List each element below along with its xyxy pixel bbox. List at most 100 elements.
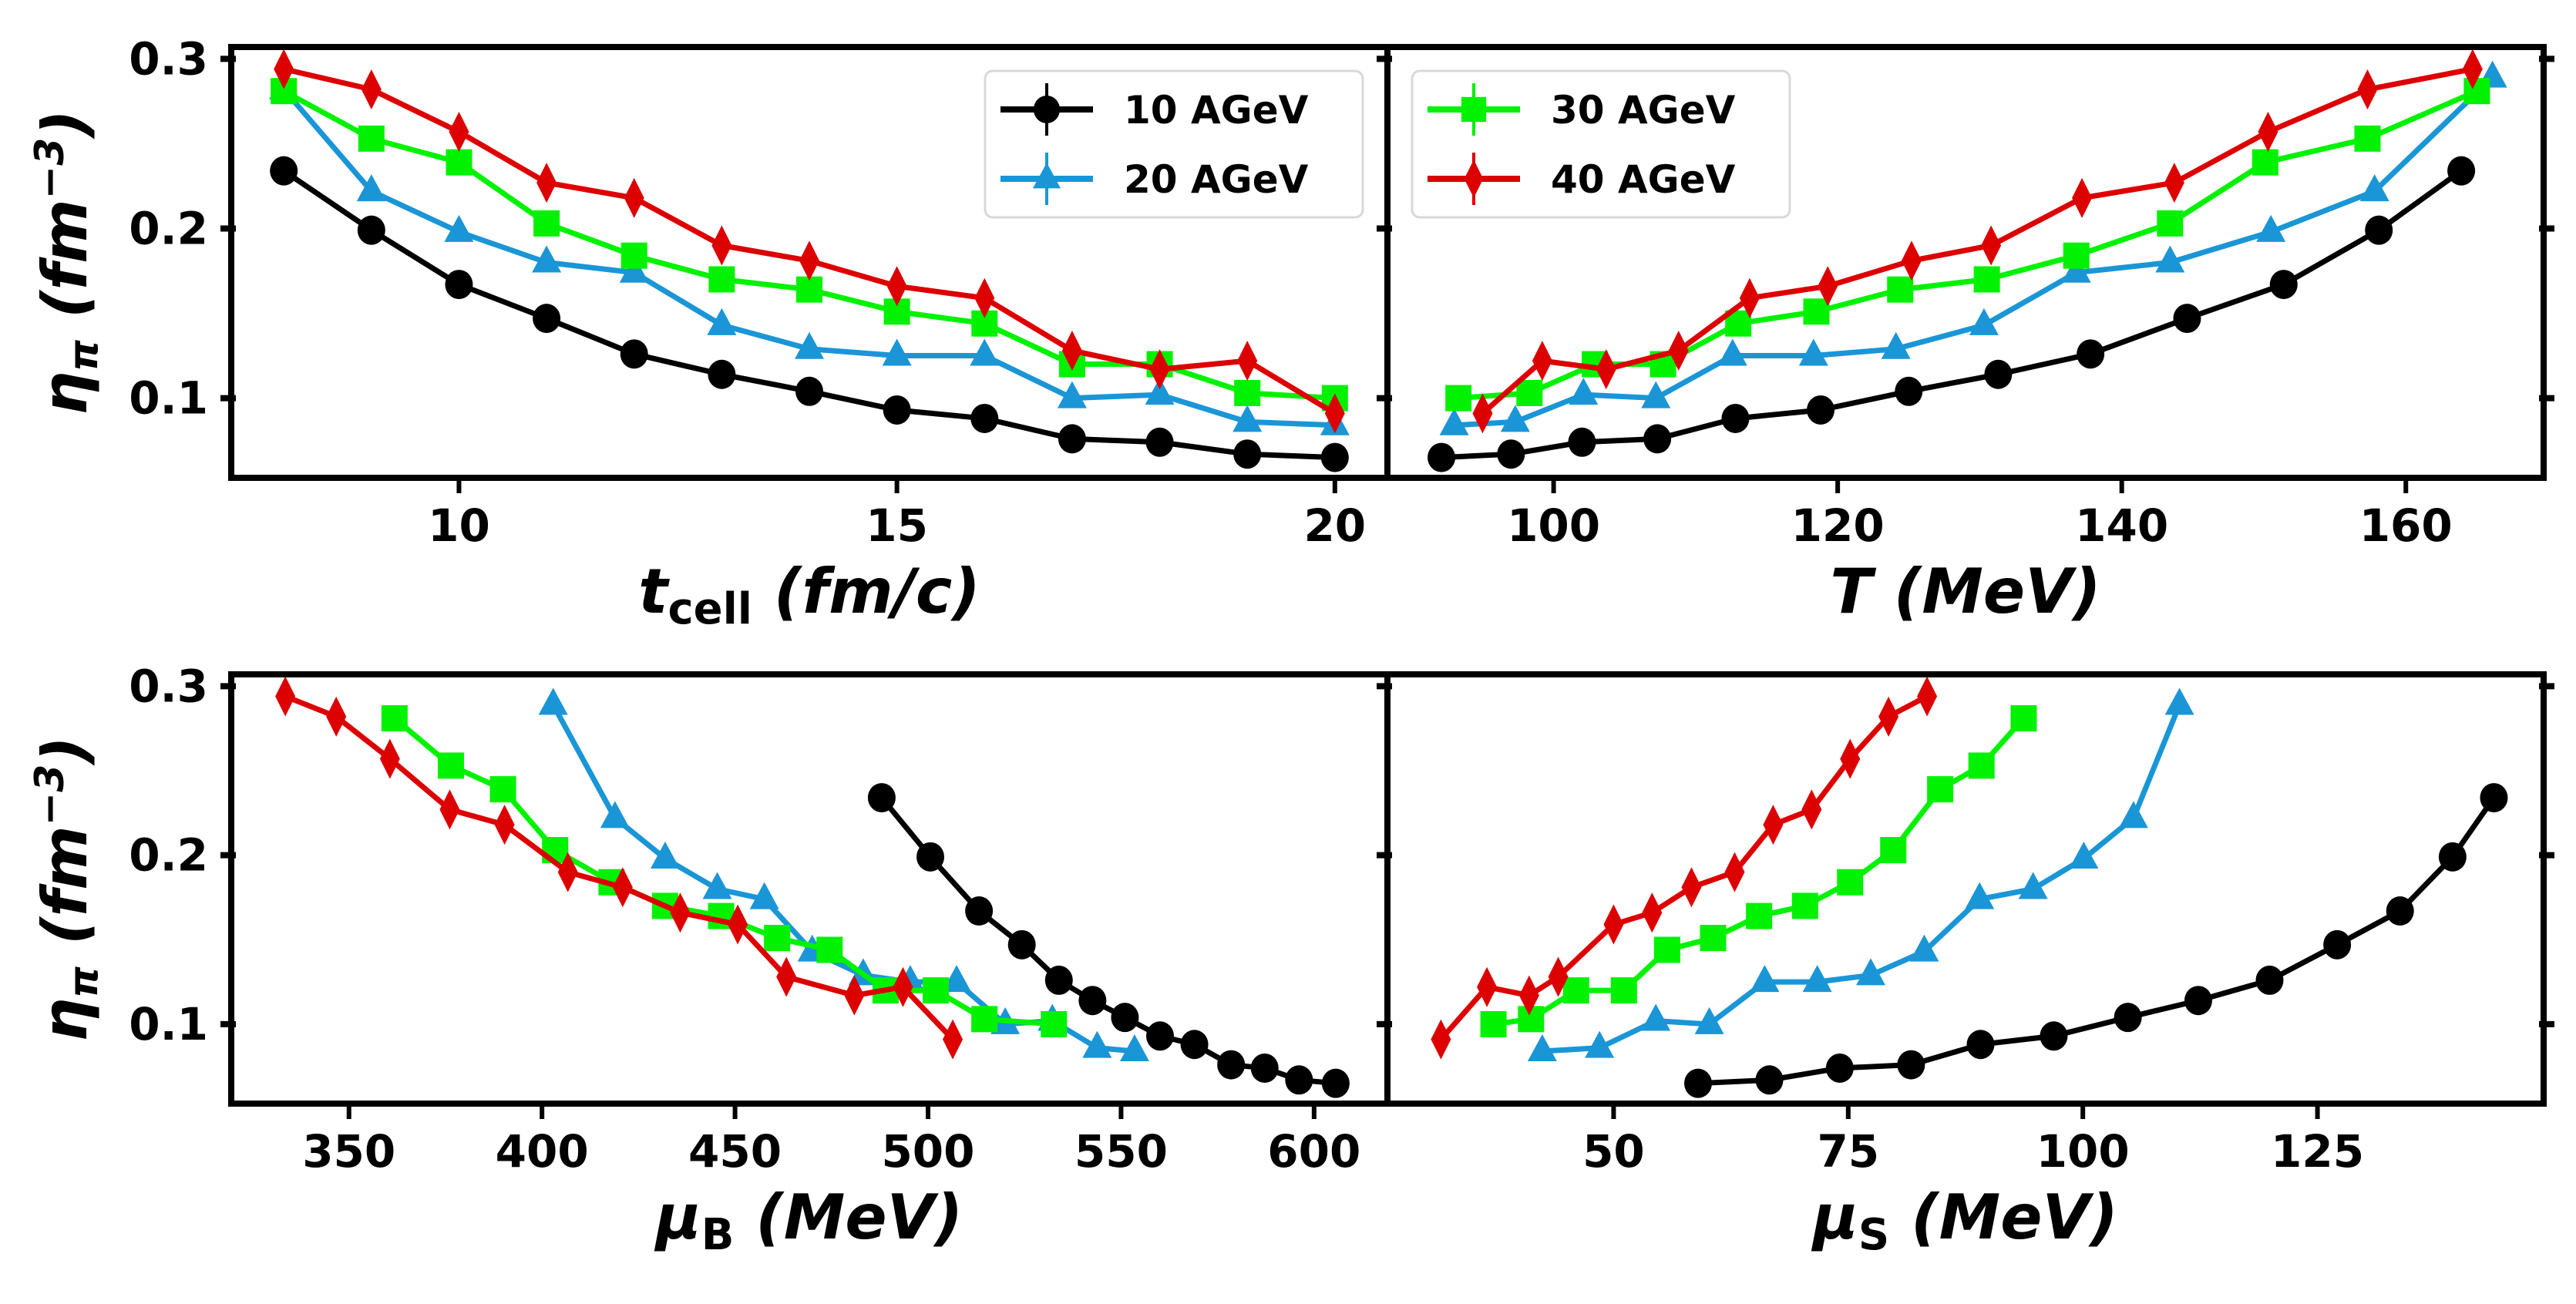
data-point xyxy=(1497,439,1525,469)
data-point xyxy=(1878,696,1899,737)
x-tick-label: 600 xyxy=(1267,1125,1360,1178)
plot-area xyxy=(231,674,1387,1104)
data-point xyxy=(1807,395,1835,425)
data-point xyxy=(533,304,561,334)
data-point xyxy=(776,956,797,997)
y-label-superscript: −3 xyxy=(27,765,73,826)
data-point xyxy=(532,245,562,273)
data-point xyxy=(1801,789,1822,830)
data-point xyxy=(1145,427,1174,457)
x-label-symbol: T xyxy=(1830,556,1876,627)
data-point xyxy=(2077,339,2105,369)
data-point xyxy=(2118,801,2148,828)
data-point xyxy=(275,676,296,717)
data-point xyxy=(494,805,515,845)
x-axis-label: μB (MeV) xyxy=(654,1181,963,1260)
data-point xyxy=(1802,965,1832,993)
data-point xyxy=(971,1006,998,1033)
data-point xyxy=(2447,156,2476,186)
data-point xyxy=(274,49,294,89)
data-point xyxy=(1439,408,1469,435)
y-label-superscript: −3 xyxy=(27,138,73,200)
data-point xyxy=(1569,378,1599,405)
data-point xyxy=(1798,338,1828,366)
data-point xyxy=(1527,1034,1557,1062)
data-point xyxy=(1082,1030,1112,1058)
data-point xyxy=(1755,1065,1784,1095)
legend-marker-square-icon xyxy=(1461,96,1487,123)
data-point xyxy=(707,308,737,335)
data-point xyxy=(1968,752,1995,779)
y-label-subscript: π xyxy=(61,966,107,998)
data-point xyxy=(356,174,386,202)
data-point xyxy=(612,867,633,908)
data-point xyxy=(439,789,460,830)
data-point xyxy=(2069,842,2099,869)
x-tick-label: 140 xyxy=(2075,499,2168,552)
data-point xyxy=(1895,376,1923,406)
legend-marker-diamond-icon xyxy=(1464,160,1484,198)
data-point xyxy=(1739,277,1760,318)
data-point xyxy=(1250,1053,1279,1083)
y-axis-label: ηπ (fm−3) xyxy=(27,736,107,1042)
data-point xyxy=(536,163,557,203)
data-point xyxy=(970,403,999,433)
data-point xyxy=(1041,1010,1068,1037)
data-point xyxy=(1146,1021,1175,1051)
data-point xyxy=(270,156,298,186)
data-point xyxy=(882,338,912,366)
x-tick-label: 500 xyxy=(881,1125,974,1178)
data-point xyxy=(379,738,400,779)
data-point xyxy=(1477,966,1498,1007)
data-point xyxy=(844,975,865,1016)
plot-area xyxy=(1387,674,2544,1104)
data-point xyxy=(1724,852,1745,892)
data-point xyxy=(974,277,995,318)
data-point xyxy=(2040,1021,2068,1051)
data-point xyxy=(2251,149,2278,176)
data-point xyxy=(2463,78,2490,105)
data-point xyxy=(708,359,736,389)
data-point xyxy=(1562,977,1589,1004)
panel-1: 100 120 140 160 T (MeV) 30 AGeV 40 AGeV xyxy=(1377,44,2554,627)
axes-frame xyxy=(1384,671,2547,1107)
data-point xyxy=(1641,1003,1671,1031)
data-point xyxy=(600,801,630,828)
data-point xyxy=(1880,837,1907,864)
data-point xyxy=(1119,1034,1149,1062)
data-point xyxy=(2173,304,2201,334)
data-point xyxy=(1825,1053,1854,1083)
data-point xyxy=(2438,842,2467,872)
data-point xyxy=(1643,424,1672,454)
y-label-subscript: π xyxy=(61,340,107,371)
data-point xyxy=(1044,965,1073,995)
data-point xyxy=(816,936,843,963)
data-point xyxy=(1856,958,1886,986)
data-point xyxy=(893,966,913,1007)
data-point xyxy=(2155,245,2185,273)
x-tick-label: 350 xyxy=(302,1125,395,1178)
data-point xyxy=(1641,381,1671,408)
data-point xyxy=(1897,1050,1925,1080)
data-point xyxy=(2157,210,2184,237)
y-label-unit-close: ) xyxy=(29,109,101,140)
data-point xyxy=(650,842,680,869)
data-point xyxy=(886,266,907,307)
legend: 10 AGeV 20 AGeV xyxy=(984,69,1364,219)
y-tick-label: 0.2 xyxy=(129,202,208,254)
data-point xyxy=(620,339,648,369)
data-point xyxy=(619,255,649,283)
data-point xyxy=(437,752,464,779)
x-tick-label: 75 xyxy=(1817,1125,1879,1178)
data-point xyxy=(1653,936,1680,963)
x-label-unit: (MeV) xyxy=(1889,1181,2118,1253)
data-point xyxy=(2063,242,2090,269)
data-point xyxy=(1111,1003,1139,1033)
legend-entry: 20 AGeV xyxy=(1000,153,1309,205)
x-tick-label: 400 xyxy=(496,1125,589,1178)
data-point xyxy=(1061,330,1082,371)
data-point xyxy=(711,225,732,266)
data-point xyxy=(1881,331,1911,359)
axes-frame xyxy=(1384,44,2547,481)
data-point xyxy=(670,892,691,933)
